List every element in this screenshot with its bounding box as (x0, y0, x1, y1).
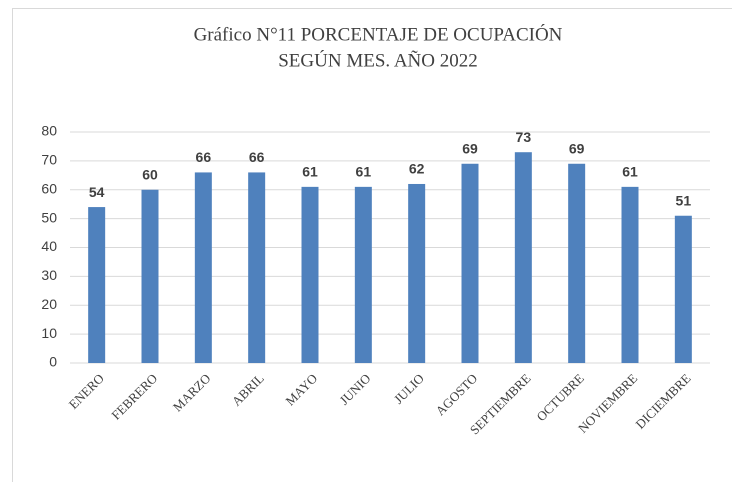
bar (514, 152, 532, 363)
bar (354, 186, 372, 363)
y-tick-label: 50 (41, 209, 57, 225)
y-tick-label: 0 (49, 354, 57, 370)
data-label: 62 (409, 161, 425, 177)
data-label: 69 (569, 140, 585, 156)
y-tick-label: 10 (41, 325, 57, 341)
x-tick-label: ABRIL (229, 371, 267, 409)
x-tick-label: JUNIO (336, 371, 373, 408)
y-tick-label: 70 (41, 152, 57, 168)
data-label: 61 (302, 164, 318, 180)
bar (194, 172, 212, 363)
chart-frame (12, 8, 732, 482)
y-tick-label: 80 (41, 123, 57, 139)
data-label: 66 (196, 149, 212, 165)
y-tick-label: 40 (41, 238, 57, 254)
bar (461, 163, 479, 363)
data-label: 54 (89, 184, 105, 200)
data-label: 61 (622, 164, 638, 180)
x-tick-label: OCTUBRE (533, 371, 587, 425)
bar (408, 183, 426, 363)
x-tick-label: MAYO (282, 371, 320, 409)
data-label: 66 (249, 149, 265, 165)
bar (301, 186, 319, 363)
data-label: 61 (356, 164, 372, 180)
x-tick-label: AGOSTO (433, 371, 481, 419)
chart-title: Gráfico N°11 PORCENTAJE DE OCUPACIÓN (194, 23, 563, 45)
data-label: 69 (462, 140, 478, 156)
chart-title: SEGÚN MES. AÑO 2022 (278, 49, 478, 71)
bar (141, 189, 159, 363)
y-tick-label: 20 (41, 296, 57, 312)
x-tick-label: DICIEMBRE (632, 371, 693, 432)
y-tick-label: 60 (41, 180, 57, 196)
bar (568, 163, 586, 363)
bar (674, 215, 692, 363)
x-tick-label: ENERO (66, 371, 107, 412)
x-tick-label: FEBRERO (108, 371, 160, 423)
bar (621, 186, 639, 363)
bar (248, 172, 266, 363)
data-label: 60 (142, 166, 158, 182)
x-tick-label: MARZO (170, 371, 214, 415)
data-label: 73 (516, 129, 532, 145)
bar (88, 207, 106, 363)
y-tick-label: 30 (41, 267, 57, 283)
data-label: 51 (676, 192, 692, 208)
x-tick-label: JULIO (391, 371, 427, 407)
